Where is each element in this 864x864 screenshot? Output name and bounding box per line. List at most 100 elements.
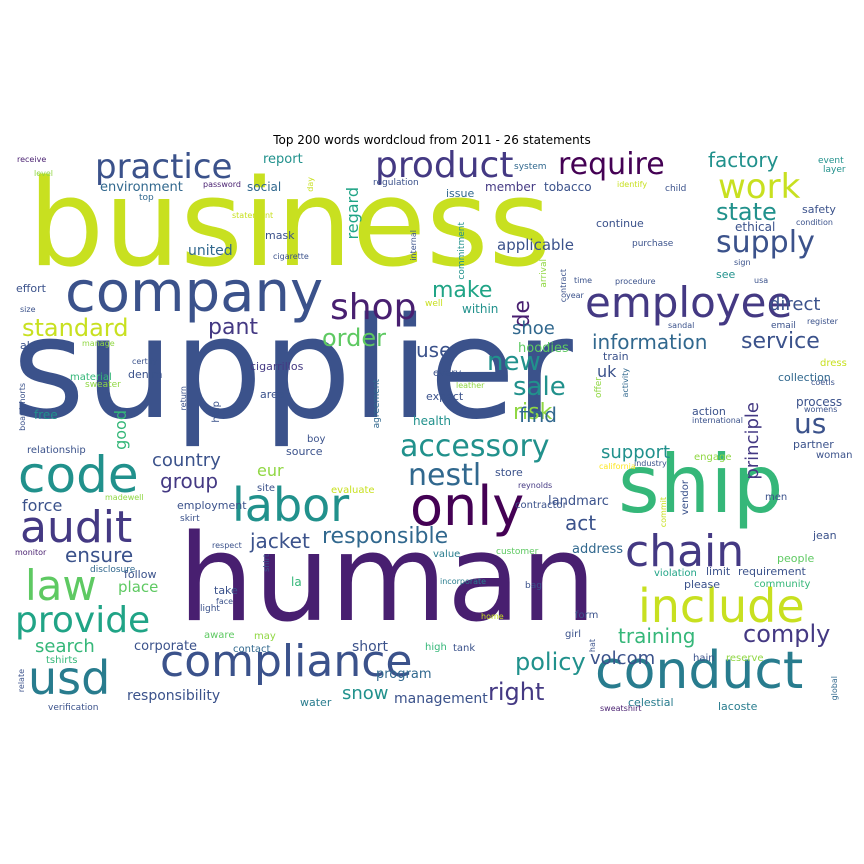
word-well: well	[425, 299, 443, 309]
word-manage: manage	[82, 339, 115, 348]
word-email: email	[771, 321, 796, 331]
word-womens: womens	[804, 405, 838, 414]
word-training: training	[618, 624, 696, 648]
word-process: process	[796, 395, 843, 409]
word-shoe: shoe	[512, 318, 555, 339]
word-may: may	[254, 631, 276, 642]
word-uk: uk	[597, 362, 617, 381]
word-password: password	[203, 180, 241, 189]
word-identify: identify	[617, 180, 648, 189]
word-relate: relate	[17, 668, 26, 693]
word-safety: safety	[802, 203, 836, 216]
word-event: event	[818, 156, 844, 166]
word-audit: audit	[20, 502, 133, 553]
word-new: new	[487, 347, 541, 377]
word-level: level	[34, 169, 54, 178]
word-girl: girl	[565, 629, 582, 640]
word-state: state	[716, 198, 777, 226]
word-procedure: procedure	[615, 277, 656, 286]
word-verification: verification	[48, 703, 99, 713]
word-tobacco: tobacco	[544, 180, 592, 194]
word-force: force	[22, 496, 63, 515]
word-commit: commit	[659, 496, 668, 528]
word-supplier: supplier	[12, 288, 573, 451]
word-applicable: applicable	[497, 236, 574, 254]
word-responsible: responsible	[322, 524, 449, 549]
word-store: store	[495, 466, 523, 479]
word-requirement: requirement	[738, 565, 806, 578]
word-action: action	[692, 405, 726, 418]
word-service: service	[741, 329, 820, 354]
word-report: report	[263, 152, 303, 167]
word-contractor: contractor	[515, 500, 567, 511]
word-include: include	[638, 579, 805, 633]
word-time: time	[574, 276, 593, 285]
word-hat: hat	[588, 638, 597, 652]
word-partner: partner	[793, 438, 834, 451]
word-industry: industry	[634, 459, 667, 468]
word-face: face	[216, 597, 234, 606]
word-aware: aware	[204, 630, 235, 641]
word-collection: collection	[778, 371, 831, 384]
word-certify: certify	[132, 357, 158, 366]
word-usd: usd	[28, 651, 111, 705]
word-health: health	[413, 414, 451, 428]
word-jacket: jacket	[250, 529, 310, 553]
word-community: community	[754, 579, 811, 590]
word-risk: risk	[513, 400, 553, 425]
word-volcom: volcom	[590, 648, 656, 669]
word-international: international	[692, 416, 743, 425]
word-program: program	[376, 667, 432, 682]
word-address: address	[572, 542, 624, 557]
word-la: la	[291, 575, 302, 589]
word-register: register	[807, 317, 838, 326]
word-disclosure: disclosure	[90, 565, 136, 575]
word-coetis: coetis	[811, 378, 835, 387]
word-respect: respect	[212, 541, 242, 550]
word-sweatshirt: sweatshirt	[600, 704, 642, 713]
word-leather: leather	[456, 381, 485, 390]
word-contact: contact	[233, 644, 271, 655]
word-tshirts: tshirts	[46, 655, 78, 666]
word-day: day	[306, 176, 315, 192]
word-global: global	[830, 675, 839, 701]
word-effort: effort	[16, 282, 46, 295]
word-men: men	[765, 492, 788, 503]
word-factory: factory	[708, 148, 779, 172]
word-hoodies: hoodies	[518, 341, 569, 356]
word-incorporate: incorporate	[440, 577, 487, 586]
word-jean: jean	[813, 529, 837, 542]
word-within: within	[462, 302, 499, 316]
word-supply: supply	[716, 225, 815, 260]
word-woman: woman	[816, 450, 853, 461]
word-principle: principle	[742, 401, 763, 480]
word-free: free	[34, 408, 58, 422]
word-source: source	[286, 445, 323, 458]
word-us: us	[794, 407, 827, 440]
word-employment: employment	[177, 499, 247, 512]
word-sale: sale	[513, 372, 566, 402]
word-reynolds: reynolds	[518, 481, 553, 490]
word-train: train	[603, 350, 629, 363]
word-corporate: corporate	[134, 639, 198, 654]
word-follow: follow	[124, 568, 157, 581]
word-business: business	[28, 155, 552, 294]
word-find: find	[519, 403, 557, 427]
word-require: require	[558, 147, 665, 182]
word-light: light	[200, 604, 220, 614]
word-pant: pant	[208, 315, 259, 340]
word-code: code	[18, 446, 139, 504]
word-lacoste: lacoste	[718, 700, 758, 713]
word-sweater: sweater	[85, 380, 121, 390]
word-sign: sign	[734, 258, 751, 267]
word-shirt: shirt	[262, 553, 271, 572]
word-madewell: madewell	[105, 493, 144, 502]
word-skirt: skirt	[180, 514, 200, 524]
word-act: act	[565, 511, 597, 535]
word-standard: standard	[22, 314, 129, 342]
word-group: group	[160, 469, 219, 493]
word-agreement: agreement	[372, 378, 382, 429]
word-high: high	[425, 642, 447, 653]
word-value: value	[433, 549, 461, 560]
word-violation: violation	[654, 568, 697, 579]
